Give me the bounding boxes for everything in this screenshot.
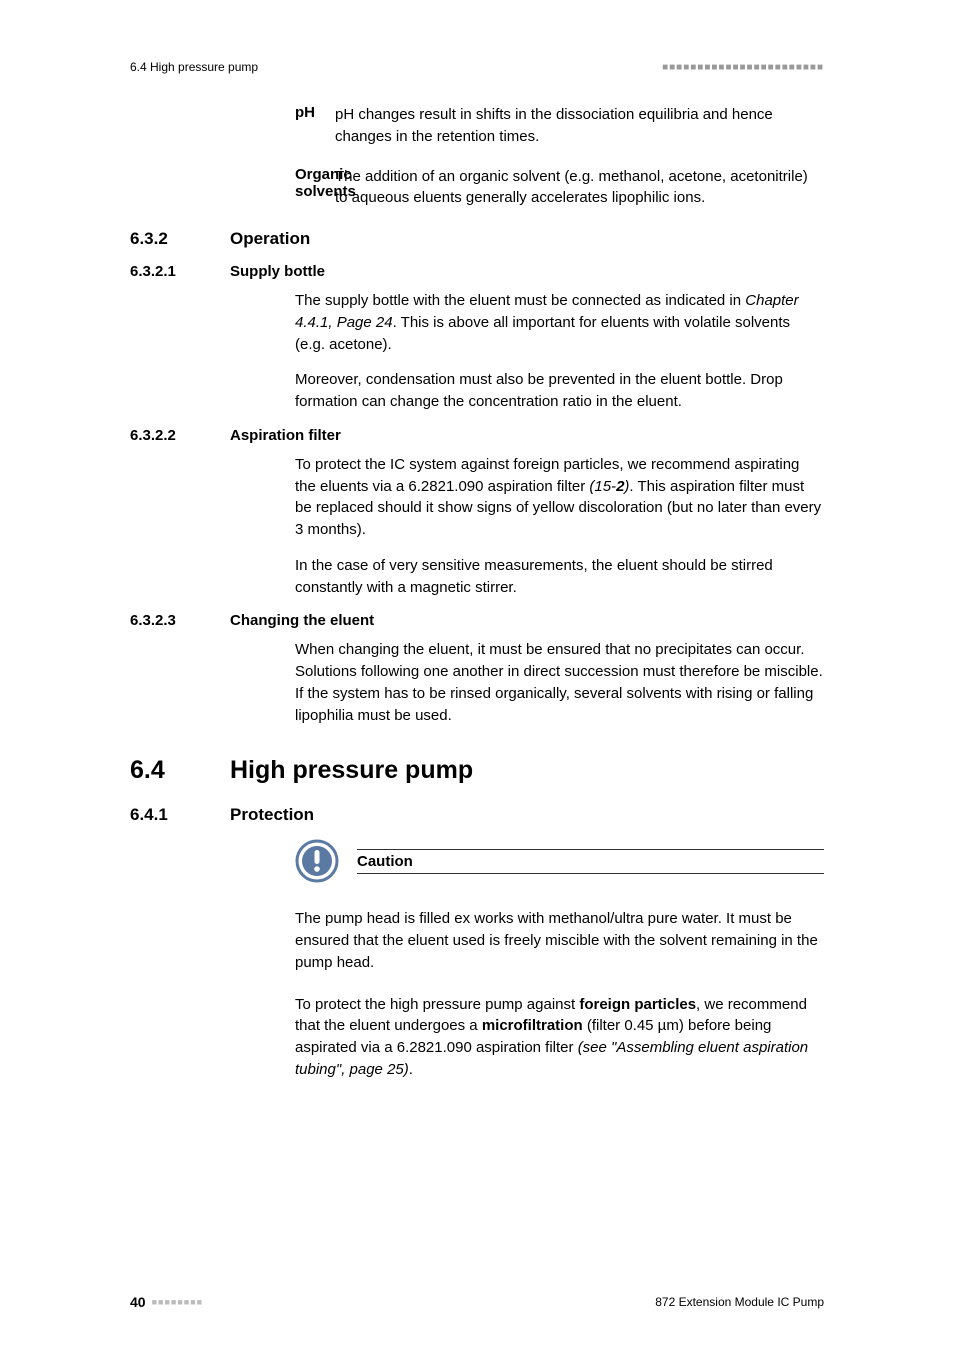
page-footer: 40 ■■■■■■■■ 872 Extension Module IC Pump — [130, 1294, 824, 1310]
text-run: The supply bottle with the eluent must b… — [295, 292, 745, 309]
caution-header: Caution — [295, 839, 824, 883]
heading-title: High pressure pump — [230, 756, 473, 785]
footer-decoration: ■■■■■■■■ — [152, 1297, 204, 1307]
paragraph: When changing the eluent, it must be ens… — [295, 639, 824, 726]
heading-protection: 6.4.1 Protection — [130, 805, 824, 825]
caution-text: The pump head is filled ex works with me… — [295, 908, 824, 973]
heading-aspiration-filter: 6.3.2.2 Aspiration filter — [130, 427, 824, 444]
figure-reference: (15- — [589, 478, 616, 495]
paragraph: Moreover, condensation must also be prev… — [295, 369, 824, 413]
paragraph: The supply bottle with the eluent must b… — [295, 290, 824, 355]
heading-number: 6.3.2.1 — [130, 263, 230, 280]
page-number: 40 — [130, 1294, 146, 1310]
caution-icon — [295, 839, 339, 883]
heading-title: Aspiration filter — [230, 427, 341, 444]
definition-term: pH — [130, 104, 335, 148]
heading-operation: 6.3.2 Operation — [130, 229, 824, 249]
definition-row: Organic solvents The addition of an orga… — [130, 166, 824, 210]
paragraph: To protect the high pressure pump agains… — [295, 994, 824, 1081]
heading-supply-bottle: 6.3.2.1 Supply bottle — [130, 263, 824, 280]
definition-description: The addition of an organic solvent (e.g.… — [335, 166, 824, 210]
footer-left: 40 ■■■■■■■■ — [130, 1294, 203, 1310]
header-section-ref: 6.4 High pressure pump — [130, 60, 258, 74]
caution-title-wrap: Caution — [357, 849, 824, 874]
heading-number: 6.4.1 — [130, 805, 230, 825]
bold-term: microfiltration — [482, 1017, 583, 1034]
caution-title: Caution — [357, 853, 824, 870]
heading-changing-eluent: 6.3.2.3 Changing the eluent — [130, 612, 824, 629]
heading-number: 6.3.2.2 — [130, 427, 230, 444]
definition-term: Organic solvents — [130, 166, 335, 210]
bold-term: foreign particles — [579, 996, 696, 1013]
heading-title: Protection — [230, 805, 314, 825]
heading-title: Changing the eluent — [230, 612, 374, 629]
paragraph: To protect the IC system against foreign… — [295, 454, 824, 541]
header-decoration: ■■■■■■■■■■■■■■■■■■■■■■■ — [662, 62, 824, 73]
paragraph: In the case of very sensitive measuremen… — [295, 555, 824, 599]
heading-number: 6.4 — [130, 756, 230, 785]
heading-number: 6.3.2.3 — [130, 612, 230, 629]
page-header: 6.4 High pressure pump ■■■■■■■■■■■■■■■■■… — [130, 60, 824, 74]
heading-title: Supply bottle — [230, 263, 325, 280]
text-run: . — [409, 1061, 413, 1078]
text-run: To protect the high pressure pump agains… — [295, 996, 579, 1013]
heading-number: 6.3.2 — [130, 229, 230, 249]
caution-box: Caution The pump head is filled ex works… — [295, 839, 824, 973]
definition-description: pH changes result in shifts in the disso… — [335, 104, 824, 148]
definition-row: pH pH changes result in shifts in the di… — [130, 104, 824, 148]
page-container: 6.4 High pressure pump ■■■■■■■■■■■■■■■■■… — [0, 0, 954, 1350]
footer-document-title: 872 Extension Module IC Pump — [655, 1295, 824, 1309]
heading-high-pressure-pump: 6.4 High pressure pump — [130, 756, 824, 785]
heading-title: Operation — [230, 229, 310, 249]
